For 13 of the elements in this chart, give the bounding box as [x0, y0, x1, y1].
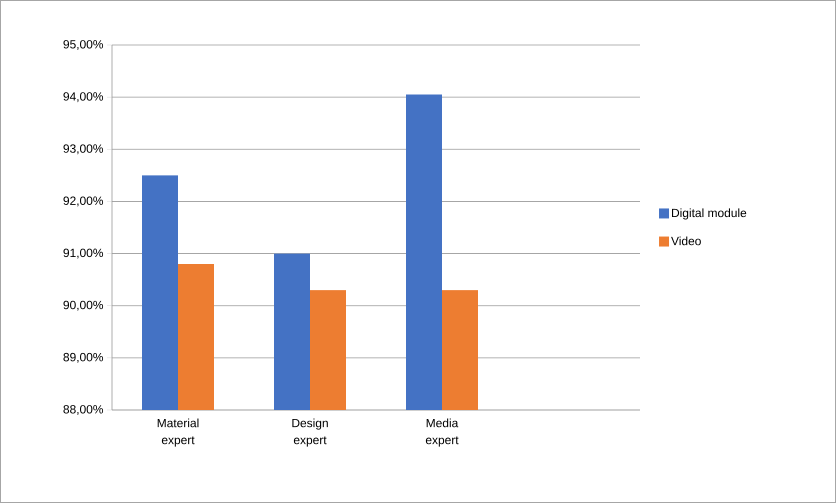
y-tick-label: 95,00% [63, 40, 104, 50]
x-tick-label: Design expert [292, 418, 328, 447]
legend-label: Video [671, 236, 701, 246]
y-tick-label: 93,00% [63, 144, 104, 154]
y-tick-label: 91,00% [63, 248, 104, 259]
y-tick-label: 92,00% [63, 196, 104, 206]
x-tick-label: Media expert [426, 418, 459, 447]
y-tick-label: 88,00% [63, 405, 104, 415]
y-tick-label: 90,00% [63, 300, 104, 311]
y-tick-label: 89,00% [63, 352, 104, 363]
y-tick-label: 94,00% [63, 92, 104, 102]
x-tick-label: Material expert [158, 418, 198, 447]
legend-label: Digital module [672, 208, 746, 220]
